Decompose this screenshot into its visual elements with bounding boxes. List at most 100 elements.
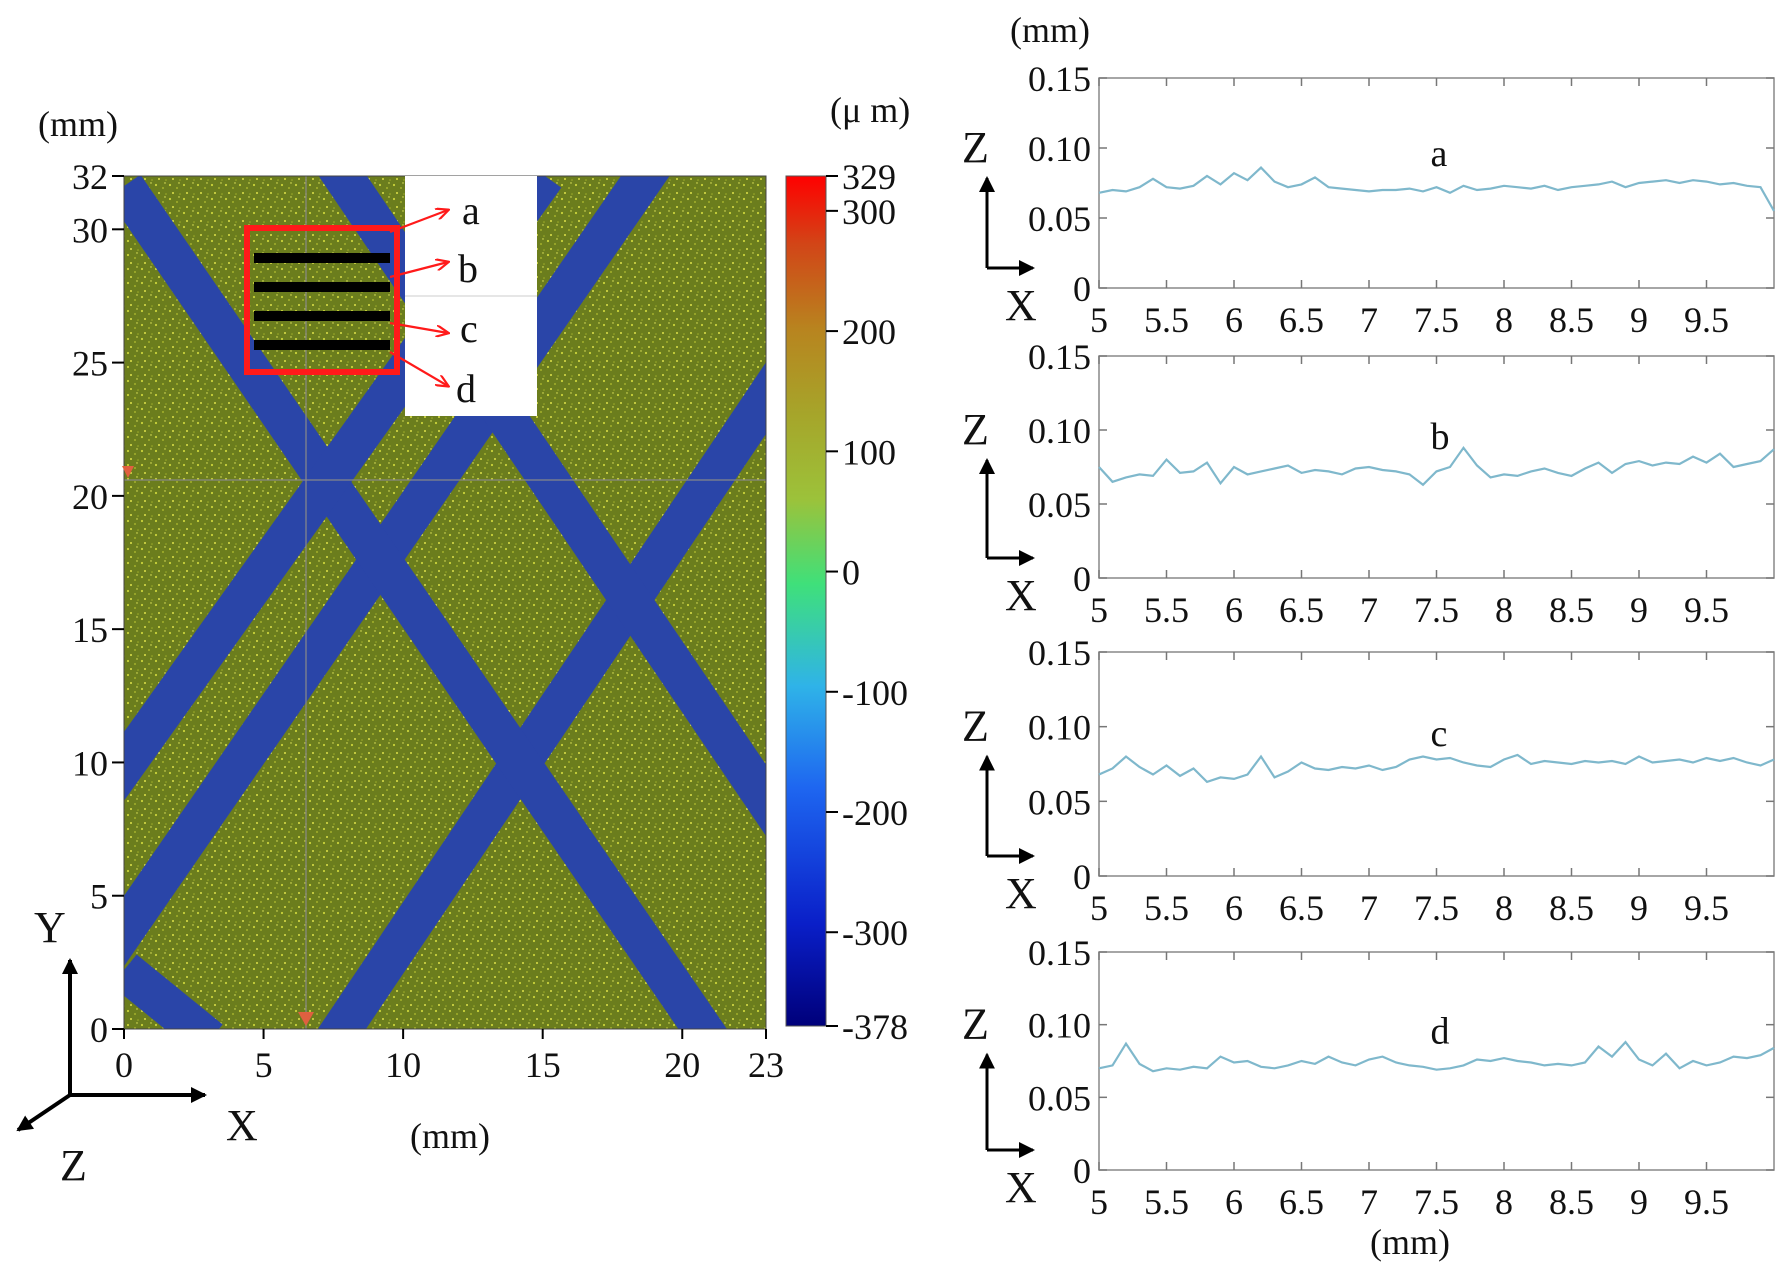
profile-x-tick-label: 7 bbox=[1360, 1182, 1378, 1222]
profile-x-tick-label: 6.5 bbox=[1279, 888, 1324, 928]
profile-x-tick-label: 6 bbox=[1225, 888, 1243, 928]
highlight-box bbox=[244, 225, 400, 375]
triad-y-label: Y bbox=[34, 903, 66, 952]
profile-z-label: Z bbox=[962, 1000, 989, 1049]
profile-x-tick-label: 7.5 bbox=[1414, 590, 1459, 630]
map-y-tick-label: 10 bbox=[72, 743, 108, 783]
callout-arrows bbox=[389, 210, 448, 386]
profiles-x-unit: (mm) bbox=[1370, 1222, 1450, 1262]
profile-y-tick-label: 0.10 bbox=[1028, 708, 1091, 748]
profile-x-tick-label: 7 bbox=[1360, 888, 1378, 928]
colorbar-tick-label: -378 bbox=[842, 1007, 908, 1047]
profile-z-label: Z bbox=[962, 405, 989, 454]
profile-label-c: c bbox=[1431, 713, 1448, 755]
profile-x-tick-label: 6 bbox=[1225, 590, 1243, 630]
profile-x-tick-label: 7 bbox=[1360, 300, 1378, 340]
profile-x-tick-label: 5.5 bbox=[1144, 1182, 1189, 1222]
map-y-tick-label: 20 bbox=[72, 477, 108, 517]
profile-chart-b: 0.15 0.10 0.05 05 5.5 6 6.5 7 7.5 8 8.5 9 9.5 b Z X bbox=[962, 337, 1775, 630]
profile-y-tick-label: 0.05 bbox=[1028, 485, 1091, 525]
map-y-tick-label: 25 bbox=[72, 344, 108, 384]
profile-z-label: Z bbox=[962, 123, 989, 172]
profile-y-tick-label: 0.15 bbox=[1028, 633, 1091, 673]
colorbar-tick-label: 0 bbox=[842, 553, 860, 593]
profile-x-tick-label: 8 bbox=[1495, 888, 1513, 928]
profile-x-tick-label: 6.5 bbox=[1279, 1182, 1324, 1222]
axis-triad: Y X Z bbox=[16, 903, 258, 1190]
profile-x-tick-label: 5 bbox=[1090, 300, 1108, 340]
cursor-marker-left bbox=[122, 466, 134, 478]
height-map: a b c d (mm) 0 5 10 15 20 25 30 32 0 5 10 15 20 23 (… bbox=[16, 104, 784, 1190]
profile-y-tick-label: 0.15 bbox=[1028, 933, 1091, 973]
profile-y-tick-label: 0 bbox=[1073, 1151, 1091, 1191]
profile-y-tick-label: 0.10 bbox=[1028, 129, 1091, 169]
groove-pattern bbox=[124, 176, 766, 1029]
colorbar-tick-label: -100 bbox=[842, 673, 908, 713]
profile-x-tick-label: 8.5 bbox=[1549, 590, 1594, 630]
profile-x-tick-label: 6.5 bbox=[1279, 590, 1324, 630]
profile-x-tick-label: 5 bbox=[1090, 888, 1108, 928]
profile-y-tick-label: 0.10 bbox=[1028, 411, 1091, 451]
profile-y-tick-label: 0.15 bbox=[1028, 59, 1091, 99]
map-x-ticks: 0 5 10 15 20 23 bbox=[115, 1029, 784, 1085]
profile-x-tick-label: 9 bbox=[1630, 1182, 1648, 1222]
map-y-tick-label: 0 bbox=[90, 1010, 108, 1050]
profile-lines bbox=[254, 253, 390, 350]
map-x-tick-label: 5 bbox=[255, 1045, 273, 1085]
profile-x-tick-label: 5.5 bbox=[1144, 888, 1189, 928]
profile-label-a: a bbox=[1431, 133, 1448, 175]
map-y-tick-label: 32 bbox=[72, 157, 108, 197]
profile-x-label: X bbox=[1005, 869, 1037, 918]
profiles-y-unit: (mm) bbox=[1010, 10, 1090, 50]
profile-x-tick-label: 7.5 bbox=[1414, 300, 1459, 340]
profile-x-tick-label: 9.5 bbox=[1684, 590, 1729, 630]
profile-x-tick-label: 7.5 bbox=[1414, 1182, 1459, 1222]
profile-x-tick-label: 9.5 bbox=[1684, 888, 1729, 928]
profile-series-c bbox=[1098, 753, 1775, 784]
profile-chart-c: 0.15 0.10 0.05 05 5.5 6 6.5 7 7.5 8 8.5 9 9.5 c Z X bbox=[962, 633, 1775, 928]
colorbar-unit: (μ m) bbox=[830, 90, 910, 130]
colorbar-tick-label: -200 bbox=[842, 793, 908, 833]
profile-x-tick-label: 8.5 bbox=[1549, 888, 1594, 928]
profile-x-tick-label: 9 bbox=[1630, 888, 1648, 928]
map-x-unit: (mm) bbox=[410, 1116, 490, 1156]
map-y-unit: (mm) bbox=[38, 104, 118, 144]
map-y-tick-label: 30 bbox=[72, 210, 108, 250]
profile-x-tick-label: 8 bbox=[1495, 300, 1513, 340]
profile-y-tick-label: 0.10 bbox=[1028, 1006, 1091, 1046]
plot-frame bbox=[1098, 77, 1775, 289]
map-x-tick-label: 23 bbox=[748, 1045, 784, 1085]
profile-x-tick-label: 5 bbox=[1090, 590, 1108, 630]
profile-x-tick-label: 5 bbox=[1090, 1182, 1108, 1222]
map-x-tick-label: 0 bbox=[115, 1045, 133, 1085]
profile-x-tick-label: 5.5 bbox=[1144, 300, 1189, 340]
profile-y-tick-label: 0.05 bbox=[1028, 782, 1091, 822]
plot-frame bbox=[1098, 355, 1775, 579]
callout-label-a: a bbox=[462, 188, 480, 233]
profile-x-tick-label: 6.5 bbox=[1279, 300, 1324, 340]
map-y-tick-label: 5 bbox=[90, 877, 108, 917]
map-y-tick-label: 15 bbox=[72, 610, 108, 650]
triad-x-label: X bbox=[226, 1101, 258, 1150]
profile-z-label: Z bbox=[962, 702, 989, 751]
colorbar-tick-label: 200 bbox=[842, 312, 896, 352]
profile-y-tick-label: 0 bbox=[1073, 559, 1091, 599]
callout-label-d: d bbox=[456, 366, 476, 411]
profile-x-tick-label: 6 bbox=[1225, 300, 1243, 340]
cursor-marker-bottom bbox=[298, 1012, 314, 1026]
colorbar-tick-label: 329 bbox=[842, 157, 896, 197]
profile-x-tick-label: 6 bbox=[1225, 1182, 1243, 1222]
profile-x-tick-label: 8 bbox=[1495, 590, 1513, 630]
profile-x-tick-label: 9.5 bbox=[1684, 300, 1729, 340]
profile-x-tick-label: 8.5 bbox=[1549, 1182, 1594, 1222]
callout-label-b: b bbox=[458, 246, 478, 291]
colorbar-tick-label: 100 bbox=[842, 432, 896, 472]
profile-x-tick-label: 9 bbox=[1630, 590, 1648, 630]
profile-x-label: X bbox=[1005, 1163, 1037, 1212]
profile-y-tick-label: 0 bbox=[1073, 857, 1091, 897]
plot-frame bbox=[1098, 951, 1775, 1171]
